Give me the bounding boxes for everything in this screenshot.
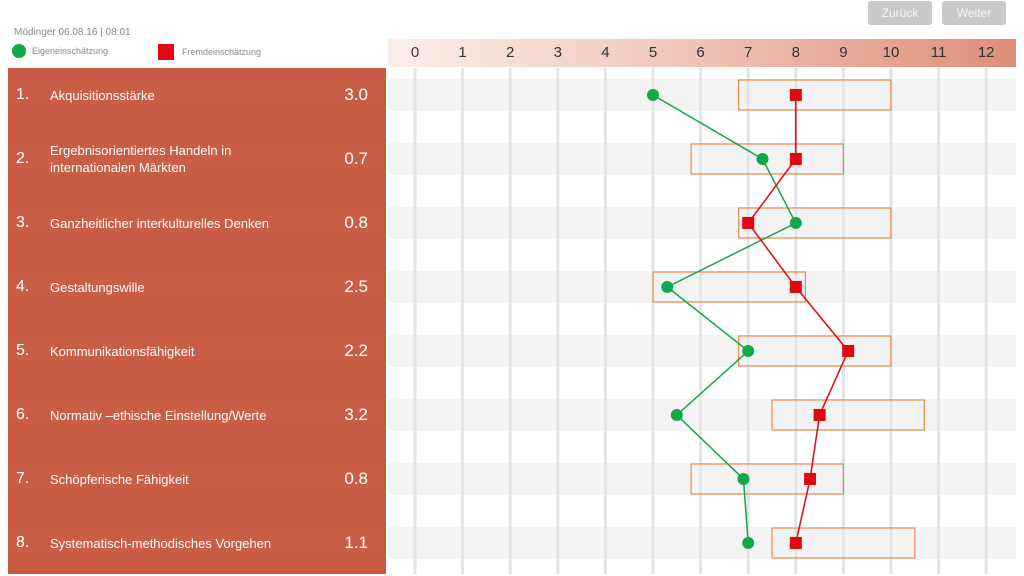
x-tick-label: 3	[553, 44, 562, 61]
competency-row: 1. Akquisitionsstärke 3.0	[8, 79, 386, 111]
own-point	[742, 345, 755, 357]
x-tick-label: 1	[458, 44, 467, 61]
own-point	[647, 89, 659, 101]
row-value: 1.1	[344, 533, 368, 552]
range-box	[690, 463, 845, 495]
row-number: 8.	[16, 534, 30, 551]
external-series-line	[747, 95, 850, 544]
external-point	[842, 345, 855, 357]
range-box	[652, 271, 806, 303]
row-label: Ergebnisorientiertes Handeln in internat…	[50, 143, 232, 175]
row-value: 0.8	[344, 469, 368, 488]
x-axis-bar	[388, 39, 1016, 67]
x-tick-label: 12	[977, 44, 995, 61]
competency-row: 4. Gestaltungswille 2.5	[8, 271, 386, 303]
session-info: Mödinger 06.08.16 | 08:01	[14, 27, 131, 38]
range-box	[771, 527, 916, 559]
range-box	[738, 79, 892, 111]
legend-own: Eigeneinschätzung	[12, 44, 108, 58]
own-point	[670, 409, 683, 421]
row-value: 3.2	[344, 405, 368, 424]
own-series-line	[652, 94, 797, 544]
back-button[interactable]: Zurück	[868, 1, 932, 25]
external-point	[804, 473, 817, 485]
own-point	[789, 217, 802, 229]
external-point	[789, 281, 802, 293]
row-label: Gestaltungswille	[50, 279, 145, 295]
row-number: 5.	[16, 342, 30, 359]
range-box	[771, 399, 925, 431]
competency-row: 7. Schöpferische Fähigkeit 0.8	[8, 463, 386, 495]
legend-external: Fremdeinschätzung	[158, 44, 261, 60]
own-point	[742, 537, 755, 549]
row-label: Systematisch-methodisches Vorgehen	[50, 535, 272, 551]
row-label: Normativ –ethische Einstellung/Werte	[50, 407, 267, 423]
x-tick-label: 2	[506, 44, 515, 61]
own-point	[756, 153, 769, 165]
green-dot-icon	[12, 44, 26, 58]
legend-external-label: Fremdeinschätzung	[182, 47, 262, 57]
x-tick-label: 6	[696, 44, 705, 61]
range-box	[738, 335, 892, 367]
x-tick-label: 7	[744, 44, 753, 61]
row-label: Schöpferische Fähigkeit	[50, 471, 189, 487]
external-point	[789, 153, 802, 165]
row-number: 3.	[16, 214, 30, 231]
row-label: Ganzheitlicher interkulturelles Denken	[50, 215, 269, 231]
range-box	[738, 207, 892, 239]
legend-own-label: Eigeneinschätzung	[32, 46, 109, 56]
competency-row: 6. Normativ –ethische Einstellung/Werte 3.…	[8, 399, 386, 431]
row-value: 0.7	[344, 149, 368, 168]
row-value: 0.8	[344, 213, 368, 232]
row-label: Akquisitionsstärke	[50, 87, 155, 103]
row-number: 6.	[16, 406, 30, 423]
external-point	[789, 537, 802, 549]
x-tick-label: 0	[410, 44, 420, 61]
x-tick-label: 5	[648, 44, 658, 61]
x-tick-label: 9	[839, 44, 848, 61]
row-value: 2.2	[344, 341, 368, 360]
x-tick-label: 10	[882, 44, 900, 61]
range-box	[690, 143, 845, 175]
row-number: 4.	[16, 278, 30, 295]
external-point	[742, 217, 755, 229]
external-point	[789, 89, 802, 101]
own-point	[737, 473, 750, 485]
x-tick-label: 11	[930, 44, 947, 61]
row-number: 2.	[16, 150, 30, 167]
row-label: Kommunikationsfähigkeit	[50, 343, 195, 359]
x-tick-label: 4	[601, 44, 610, 61]
competency-row: 3. Ganzheitlicher interkulturelles Denken…	[8, 207, 386, 239]
red-square-icon	[158, 44, 174, 60]
competency-row: 2. Ergebnisorientiertes Handeln in intern…	[8, 143, 386, 175]
external-point	[813, 409, 826, 421]
row-value: 2.5	[344, 277, 368, 296]
competency-row: 8. Systematisch-methodisches Vorgehen 1.1	[8, 527, 386, 559]
x-tick-label: 8	[791, 44, 800, 61]
row-value: 3.0	[344, 85, 368, 104]
competency-row: 5. Kommunikationsfähigkeit 2.2	[8, 335, 386, 367]
row-number: 7.	[16, 470, 30, 487]
row-number: 1.	[16, 86, 30, 103]
own-point	[661, 281, 674, 293]
next-button[interactable]: Weiter	[942, 1, 1006, 25]
